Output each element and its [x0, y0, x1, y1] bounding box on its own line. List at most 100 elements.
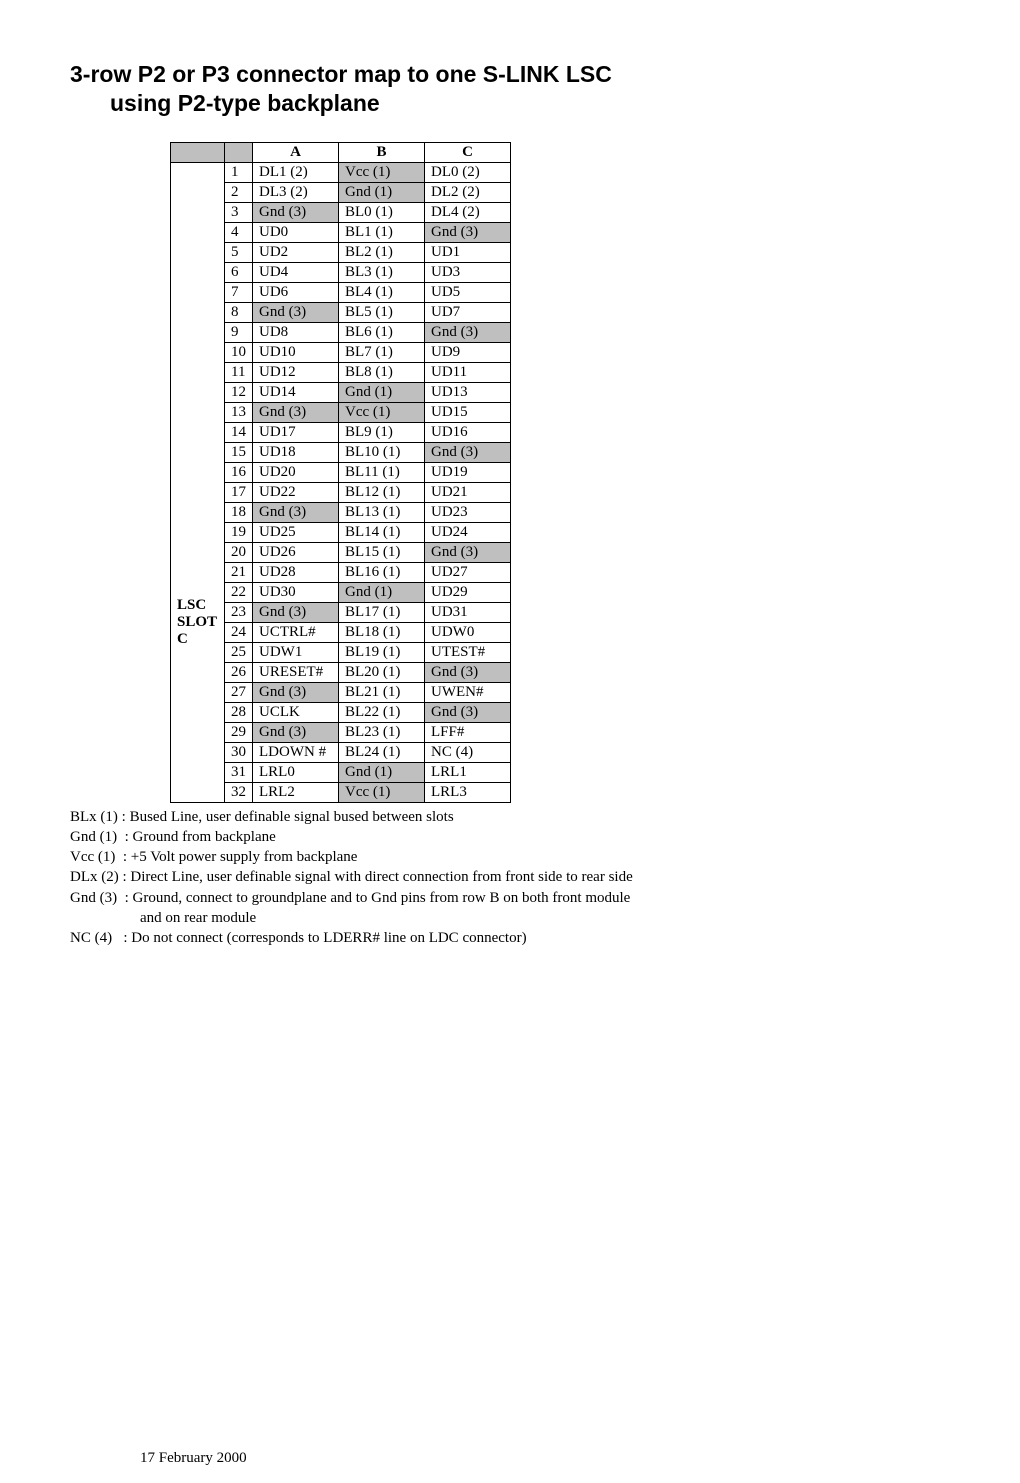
cell-c: UD27	[425, 562, 511, 582]
row-number: 3	[225, 202, 253, 222]
cell-b: BL1 (1)	[339, 222, 425, 242]
cell-b: BL20 (1)	[339, 662, 425, 682]
cell-a: UD10	[253, 342, 339, 362]
cell-c: UTEST#	[425, 642, 511, 662]
cell-a: Gnd (3)	[253, 202, 339, 222]
cell-a: UD2	[253, 242, 339, 262]
cell-b: BL21 (1)	[339, 682, 425, 702]
cell-b: BL13 (1)	[339, 502, 425, 522]
row-number: 21	[225, 562, 253, 582]
cell-a: Gnd (3)	[253, 302, 339, 322]
title-line-2: using P2-type backplane	[70, 89, 950, 118]
page-title: 3-row P2 or P3 connector map to one S-LI…	[70, 60, 950, 118]
cell-c: UD15	[425, 402, 511, 422]
row-number: 13	[225, 402, 253, 422]
cell-b: BL5 (1)	[339, 302, 425, 322]
row-label-cell: LSCSLOTC	[171, 162, 225, 802]
cell-b: BL9 (1)	[339, 422, 425, 442]
cell-a: UD26	[253, 542, 339, 562]
row-number: 15	[225, 442, 253, 462]
cell-a: UD20	[253, 462, 339, 482]
row-number: 2	[225, 182, 253, 202]
cell-c: UD7	[425, 302, 511, 322]
cell-b: BL22 (1)	[339, 702, 425, 722]
row-number: 8	[225, 302, 253, 322]
row-number: 16	[225, 462, 253, 482]
legend-line: Gnd (3) : Ground, connect to groundplane…	[70, 888, 950, 908]
column-header-a: A	[253, 142, 339, 162]
cell-c: DL2 (2)	[425, 182, 511, 202]
cell-a: Gnd (3)	[253, 402, 339, 422]
cell-b: BL4 (1)	[339, 282, 425, 302]
row-number: 23	[225, 602, 253, 622]
cell-b: BL15 (1)	[339, 542, 425, 562]
row-number: 7	[225, 282, 253, 302]
cell-c: Gnd (3)	[425, 662, 511, 682]
cell-c: UD23	[425, 502, 511, 522]
cell-b: Vcc (1)	[339, 782, 425, 802]
cell-b: BL17 (1)	[339, 602, 425, 622]
cell-c: UD19	[425, 462, 511, 482]
row-number: 20	[225, 542, 253, 562]
header-blank-1	[171, 142, 225, 162]
footer-date: 17 February 2000	[140, 1450, 247, 1467]
cell-b: BL7 (1)	[339, 342, 425, 362]
cell-a: UD25	[253, 522, 339, 542]
cell-b: BL19 (1)	[339, 642, 425, 662]
cell-c: UD13	[425, 382, 511, 402]
cell-a: Gnd (3)	[253, 722, 339, 742]
cell-b: BL23 (1)	[339, 722, 425, 742]
legend-line: DLx (2) : Direct Line, user definable si…	[70, 867, 950, 887]
connector-map-table: A B C LSCSLOTC1DL1 (2)Vcc (1)DL0 (2)2DL3…	[170, 142, 511, 803]
cell-c: Gnd (3)	[425, 442, 511, 462]
cell-c: UWEN#	[425, 682, 511, 702]
cell-c: Gnd (3)	[425, 542, 511, 562]
cell-a: UCTRL#	[253, 622, 339, 642]
row-number: 19	[225, 522, 253, 542]
cell-c: UD5	[425, 282, 511, 302]
cell-b: BL0 (1)	[339, 202, 425, 222]
cell-a: UD4	[253, 262, 339, 282]
cell-a: Gnd (3)	[253, 502, 339, 522]
row-number: 29	[225, 722, 253, 742]
row-number: 4	[225, 222, 253, 242]
cell-a: Gnd (3)	[253, 682, 339, 702]
row-number: 1	[225, 162, 253, 182]
cell-c: UDW0	[425, 622, 511, 642]
row-label-l3: C	[177, 631, 218, 648]
cell-a: UD6	[253, 282, 339, 302]
cell-b: BL14 (1)	[339, 522, 425, 542]
cell-b: Gnd (1)	[339, 182, 425, 202]
cell-b: BL6 (1)	[339, 322, 425, 342]
row-number: 17	[225, 482, 253, 502]
table-row: LSCSLOTC1DL1 (2)Vcc (1)DL0 (2)	[171, 162, 511, 182]
cell-b: BL2 (1)	[339, 242, 425, 262]
cell-a: UDW1	[253, 642, 339, 662]
cell-a: UD8	[253, 322, 339, 342]
legend-line-wrap: and on rear module	[70, 908, 950, 928]
row-number: 30	[225, 742, 253, 762]
legend-line: NC (4) : Do not connect (corresponds to …	[70, 928, 950, 948]
cell-b: Vcc (1)	[339, 402, 425, 422]
cell-b: BL16 (1)	[339, 562, 425, 582]
cell-c: UD31	[425, 602, 511, 622]
row-number: 25	[225, 642, 253, 662]
row-label-l1: LSC	[177, 597, 218, 614]
cell-c: Gnd (3)	[425, 322, 511, 342]
row-number: 14	[225, 422, 253, 442]
cell-a: UD30	[253, 582, 339, 602]
cell-a: URESET#	[253, 662, 339, 682]
cell-b: BL18 (1)	[339, 622, 425, 642]
cell-c: DL4 (2)	[425, 202, 511, 222]
row-number: 31	[225, 762, 253, 782]
column-header-c: C	[425, 142, 511, 162]
cell-a: LRL0	[253, 762, 339, 782]
cell-b: BL8 (1)	[339, 362, 425, 382]
cell-c: DL0 (2)	[425, 162, 511, 182]
legend-line: Gnd (1) : Ground from backplane	[70, 827, 950, 847]
row-number: 22	[225, 582, 253, 602]
cell-b: Gnd (1)	[339, 762, 425, 782]
cell-a: UD0	[253, 222, 339, 242]
cell-a: UD14	[253, 382, 339, 402]
cell-a: DL3 (2)	[253, 182, 339, 202]
